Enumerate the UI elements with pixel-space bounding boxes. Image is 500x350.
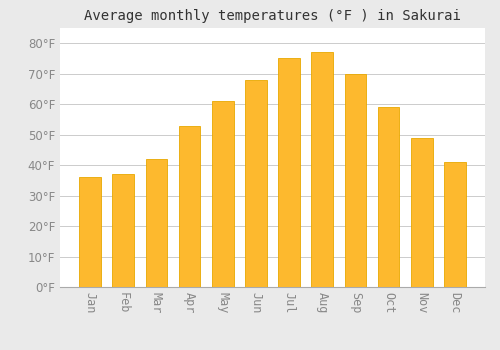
Bar bbox=[112, 174, 134, 287]
Bar bbox=[80, 177, 101, 287]
Bar bbox=[179, 126, 201, 287]
Bar bbox=[312, 52, 333, 287]
Bar bbox=[245, 80, 266, 287]
Bar bbox=[411, 138, 432, 287]
Title: Average monthly temperatures (°F ) in Sakurai: Average monthly temperatures (°F ) in Sa… bbox=[84, 9, 461, 23]
Bar bbox=[278, 58, 300, 287]
Bar bbox=[344, 74, 366, 287]
Bar bbox=[212, 101, 234, 287]
Bar bbox=[146, 159, 167, 287]
Bar bbox=[378, 107, 400, 287]
Bar bbox=[444, 162, 466, 287]
